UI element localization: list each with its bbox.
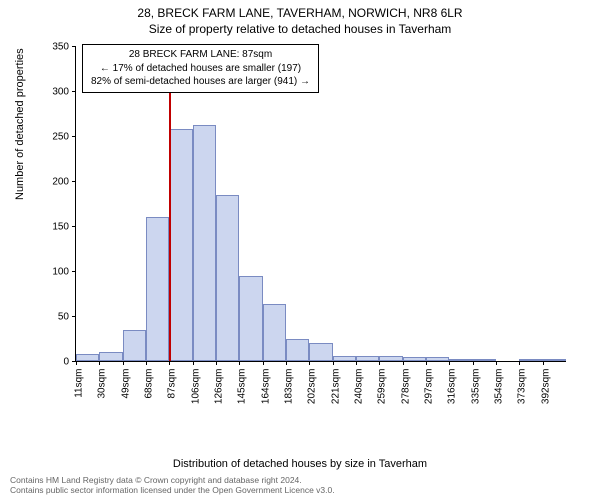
histogram-bar xyxy=(193,125,216,361)
x-tick-label: 106sqm xyxy=(190,369,201,419)
x-tick-mark xyxy=(169,361,170,365)
histogram-bar xyxy=(473,359,496,361)
x-tick-mark xyxy=(99,361,100,365)
x-tick-mark xyxy=(146,361,147,365)
x-tick-mark xyxy=(333,361,334,365)
histogram-bar xyxy=(99,352,122,361)
x-tick-mark xyxy=(76,361,77,365)
y-tick-label: 300 xyxy=(52,87,69,98)
histogram-bar xyxy=(216,195,239,362)
y-axis-label: Number of detached properties xyxy=(14,48,26,200)
footer-line-2: Contains public sector information licen… xyxy=(10,485,590,496)
x-tick-mark xyxy=(309,361,310,365)
title-line-1: 28, BRECK FARM LANE, TAVERHAM, NORWICH, … xyxy=(0,6,600,22)
x-tick-label: 49sqm xyxy=(120,369,131,419)
x-tick-mark xyxy=(543,361,544,365)
x-tick-label: 87sqm xyxy=(167,369,178,419)
x-tick-mark xyxy=(496,361,497,365)
x-tick-mark xyxy=(379,361,380,365)
x-tick-mark xyxy=(356,361,357,365)
histogram-bar xyxy=(449,359,472,361)
x-tick-mark xyxy=(519,361,520,365)
x-tick-label: 297sqm xyxy=(424,369,435,419)
histogram-bar xyxy=(123,330,146,361)
x-tick-label: 126sqm xyxy=(214,369,225,419)
histogram-bar xyxy=(169,129,192,361)
y-tick-label: 0 xyxy=(63,357,69,368)
histogram-bar xyxy=(286,339,309,362)
x-tick-label: 316sqm xyxy=(447,369,458,419)
histogram-bar xyxy=(403,357,426,361)
x-tick-mark xyxy=(426,361,427,365)
info-line-1: 28 BRECK FARM LANE: 87sqm xyxy=(91,48,310,62)
info-line-2: ← 17% of detached houses are smaller (19… xyxy=(91,62,310,76)
y-tick-mark xyxy=(72,316,76,317)
x-tick-label: 259sqm xyxy=(377,369,388,419)
x-tick-mark xyxy=(473,361,474,365)
reference-line xyxy=(169,46,171,361)
title-line-2: Size of property relative to detached ho… xyxy=(0,22,600,38)
histogram-bar xyxy=(146,217,169,361)
x-tick-label: 373sqm xyxy=(517,369,528,419)
x-tick-mark xyxy=(263,361,264,365)
x-tick-mark xyxy=(216,361,217,365)
x-tick-mark xyxy=(239,361,240,365)
histogram-bar xyxy=(356,356,379,361)
y-tick-label: 50 xyxy=(58,312,69,323)
x-tick-label: 30sqm xyxy=(97,369,108,419)
y-tick-mark xyxy=(72,46,76,47)
histogram-bar xyxy=(426,357,449,361)
y-tick-label: 350 xyxy=(52,42,69,53)
x-tick-label: 164sqm xyxy=(260,369,271,419)
x-tick-label: 202sqm xyxy=(307,369,318,419)
y-tick-mark xyxy=(72,271,76,272)
x-tick-label: 11sqm xyxy=(74,369,85,419)
histogram-bar xyxy=(309,343,332,361)
x-tick-mark xyxy=(286,361,287,365)
y-tick-label: 100 xyxy=(52,267,69,278)
x-tick-label: 354sqm xyxy=(494,369,505,419)
info-box: 28 BRECK FARM LANE: 87sqm ← 17% of detac… xyxy=(82,44,319,93)
x-tick-mark xyxy=(123,361,124,365)
chart-title: 28, BRECK FARM LANE, TAVERHAM, NORWICH, … xyxy=(0,0,600,37)
histogram-bar xyxy=(333,356,356,361)
x-tick-label: 145sqm xyxy=(237,369,248,419)
histogram-bar xyxy=(519,359,542,361)
chart-area: 05010015020025030035011sqm30sqm49sqm68sq… xyxy=(60,40,570,410)
y-tick-mark xyxy=(72,136,76,137)
footer-line-1: Contains HM Land Registry data © Crown c… xyxy=(10,475,590,486)
x-tick-mark xyxy=(403,361,404,365)
x-tick-label: 68sqm xyxy=(144,369,155,419)
plot-area: 05010015020025030035011sqm30sqm49sqm68sq… xyxy=(75,46,566,362)
x-tick-mark xyxy=(449,361,450,365)
y-tick-mark xyxy=(72,91,76,92)
histogram-bar xyxy=(379,356,402,361)
y-tick-label: 150 xyxy=(52,222,69,233)
y-tick-mark xyxy=(72,226,76,227)
histogram-bar xyxy=(543,359,566,361)
x-tick-label: 278sqm xyxy=(400,369,411,419)
footer: Contains HM Land Registry data © Crown c… xyxy=(10,475,590,496)
y-tick-mark xyxy=(72,181,76,182)
x-tick-label: 221sqm xyxy=(330,369,341,419)
x-axis-label: Distribution of detached houses by size … xyxy=(0,458,600,470)
x-tick-mark xyxy=(193,361,194,365)
x-tick-label: 392sqm xyxy=(540,369,551,419)
histogram-bar xyxy=(76,354,99,361)
chart-container: 28, BRECK FARM LANE, TAVERHAM, NORWICH, … xyxy=(0,0,600,500)
info-line-3: 82% of semi-detached houses are larger (… xyxy=(91,75,310,89)
histogram-bar xyxy=(239,276,262,362)
y-tick-label: 250 xyxy=(52,132,69,143)
x-tick-label: 183sqm xyxy=(284,369,295,419)
x-tick-label: 335sqm xyxy=(470,369,481,419)
x-tick-label: 240sqm xyxy=(354,369,365,419)
y-tick-label: 200 xyxy=(52,177,69,188)
histogram-bar xyxy=(263,304,286,361)
